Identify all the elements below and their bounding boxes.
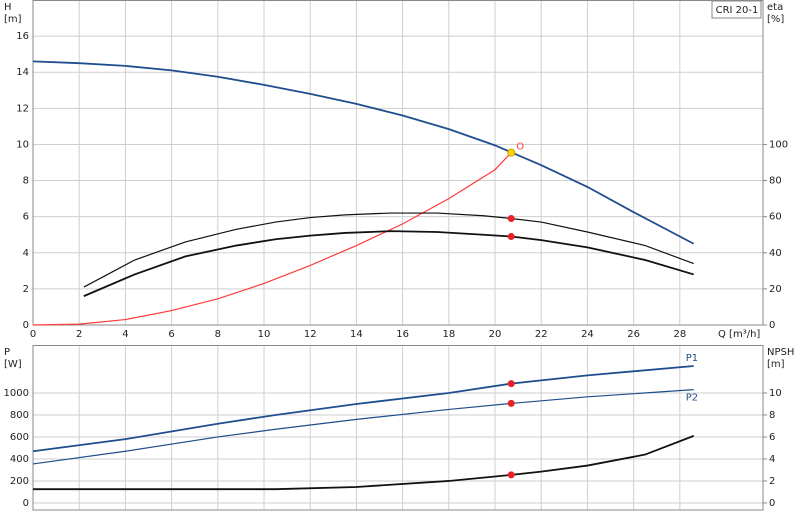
y2-tick-label: 100 (769, 139, 788, 150)
series-line (83, 212, 694, 288)
duty-point (507, 380, 515, 388)
plot-frame (32, 345, 764, 511)
y2-tick-label: 2 (769, 476, 775, 487)
x-axis-label: Q [m³/h] (718, 329, 760, 340)
y-tick-label: 14 (16, 67, 29, 78)
series-line (32, 152, 512, 326)
y-axis-label: H (4, 2, 12, 13)
y2-tick-label: 0 (769, 320, 775, 331)
y2-tick-label: 60 (769, 212, 782, 223)
x-tick-label: 26 (627, 329, 640, 340)
y-tick-label: 10 (16, 139, 29, 150)
y2-axis-unit: [%] (767, 14, 784, 25)
y2-tick-label: 4 (769, 454, 775, 465)
y-tick-label: 0 (23, 320, 29, 331)
x-tick-label: 20 (489, 329, 502, 340)
x-tick-label: 28 (673, 329, 686, 340)
duty-point (507, 399, 515, 407)
y-tick-label: 12 (16, 103, 29, 114)
y2-axis-unit: [m] (767, 359, 785, 370)
y2-tick-label: 6 (769, 432, 775, 443)
y2-tick-label: 8 (769, 410, 775, 421)
y-tick-label: 1000 (4, 388, 29, 399)
x-tick-label: 18 (442, 329, 455, 340)
y-tick-label: 600 (10, 432, 29, 443)
plot-frame (32, 0, 764, 326)
y2-axis-label: eta (767, 2, 783, 13)
x-tick-label: 6 (168, 329, 174, 340)
x-tick-label: 2 (76, 329, 82, 340)
x-tick-label: 14 (350, 329, 363, 340)
series-line (83, 230, 694, 297)
duty-point (507, 148, 516, 157)
x-tick-label: 8 (215, 329, 221, 340)
x-tick-label: 10 (258, 329, 271, 340)
y-tick-label: 800 (10, 410, 29, 421)
duty-point (507, 471, 515, 479)
annotation: O (516, 142, 524, 153)
y-axis-unit: [W] (4, 359, 22, 370)
y2-axis-label: NPSH (767, 347, 794, 358)
series-line (32, 389, 694, 465)
y2-tick-label: 80 (769, 176, 782, 187)
x-tick-label: 0 (30, 329, 36, 340)
y2-tick-label: 10 (769, 388, 782, 399)
x-tick-label: 12 (304, 329, 317, 340)
y-tick-label: 8 (23, 176, 29, 187)
y2-tick-label: 0 (769, 498, 775, 509)
legend-label: CRI 20-1 (716, 5, 759, 16)
y-tick-label: 6 (23, 212, 29, 223)
x-tick-label: 4 (122, 329, 128, 340)
y-axis-label: P (4, 347, 10, 358)
y2-tick-label: 40 (769, 248, 782, 259)
y-tick-label: 400 (10, 454, 29, 465)
y-tick-label: 16 (16, 31, 29, 42)
series-line (32, 60, 695, 245)
y-axis-unit: [m] (4, 14, 22, 25)
duty-point (507, 214, 515, 222)
series-line (32, 365, 694, 453)
y-tick-label: 2 (23, 284, 29, 295)
series-label: P1 (686, 353, 698, 364)
y-tick-label: 0 (23, 498, 29, 509)
series-label: P2 (686, 393, 698, 404)
x-tick-label: 24 (581, 329, 594, 340)
x-tick-label: 22 (535, 329, 548, 340)
y2-tick-label: 20 (769, 284, 782, 295)
duty-point (507, 233, 515, 241)
x-tick-label: 16 (396, 329, 409, 340)
legend-box (711, 0, 762, 19)
y-tick-label: 4 (23, 248, 29, 259)
y-tick-label: 200 (10, 476, 29, 487)
